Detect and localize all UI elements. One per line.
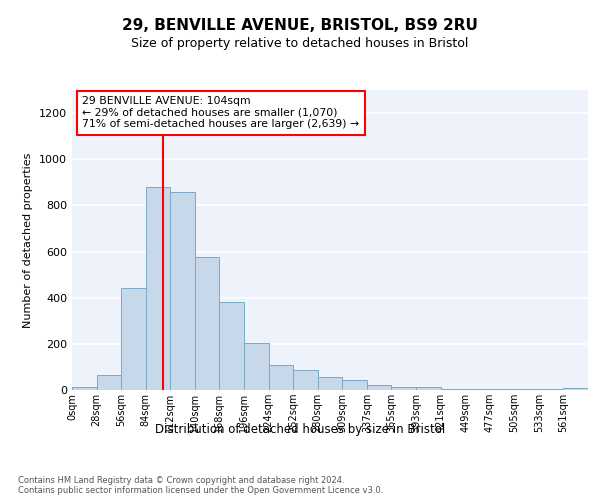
Bar [490, 389, 514, 390]
Bar [416, 386, 440, 390]
Bar [318, 378, 342, 390]
Bar [269, 364, 293, 390]
Y-axis label: Number of detached properties: Number of detached properties [23, 152, 34, 328]
Bar [220, 302, 244, 390]
Bar [121, 288, 146, 390]
Bar [195, 258, 220, 390]
Text: Distribution of detached houses by size in Bristol: Distribution of detached houses by size … [155, 422, 445, 436]
Bar [146, 187, 170, 390]
Bar [391, 386, 416, 390]
Bar [72, 387, 97, 390]
Bar [514, 389, 539, 390]
Bar [170, 192, 195, 390]
Bar [342, 380, 367, 390]
Text: Contains HM Land Registry data © Crown copyright and database right 2024.
Contai: Contains HM Land Registry data © Crown c… [18, 476, 383, 495]
Bar [440, 389, 465, 390]
Bar [293, 370, 318, 390]
Bar [465, 389, 490, 390]
Text: 29 BENVILLE AVENUE: 104sqm
← 29% of detached houses are smaller (1,070)
71% of s: 29 BENVILLE AVENUE: 104sqm ← 29% of deta… [82, 96, 359, 129]
Bar [367, 386, 391, 390]
Text: 29, BENVILLE AVENUE, BRISTOL, BS9 2RU: 29, BENVILLE AVENUE, BRISTOL, BS9 2RU [122, 18, 478, 32]
Bar [563, 388, 588, 390]
Text: Size of property relative to detached houses in Bristol: Size of property relative to detached ho… [131, 38, 469, 51]
Bar [539, 389, 563, 390]
Bar [244, 342, 269, 390]
Bar [97, 375, 121, 390]
